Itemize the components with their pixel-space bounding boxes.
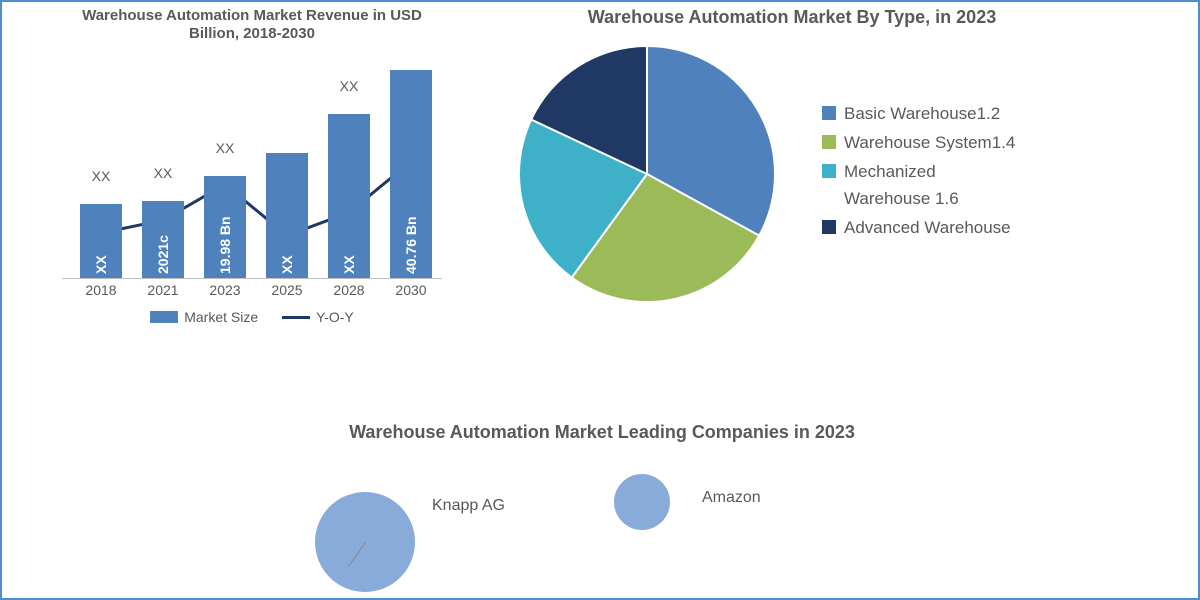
pie-chart-body: Basic Warehouse1.2Warehouse System1.4Mec… bbox=[502, 37, 1182, 307]
bar-slot: 40.76 Bn bbox=[390, 48, 432, 278]
bar-top-annotation: XX bbox=[80, 168, 122, 184]
bubble-chart-body: Knapp AG Amazon bbox=[2, 457, 1200, 587]
bar-slot: XX XX bbox=[328, 48, 370, 278]
pie-chart-legend: Basic Warehouse1.2Warehouse System1.4Mec… bbox=[822, 100, 1024, 244]
bar-top-annotation: XX bbox=[142, 165, 184, 181]
pie-svg bbox=[502, 37, 792, 307]
pie-legend-label: Basic Warehouse1.2 bbox=[844, 100, 1000, 127]
bar-chart-title: Warehouse Automation Market Revenue in U… bbox=[62, 7, 442, 43]
bar-chart-legend: Market Size Y-O-Y bbox=[62, 309, 442, 325]
pie-legend-item: Basic Warehouse1.2 bbox=[822, 100, 1024, 127]
bar: 19.98 Bn bbox=[204, 176, 246, 278]
x-tick-label: 2028 bbox=[319, 282, 379, 298]
company-bubble bbox=[614, 474, 670, 530]
x-tick-label: 2018 bbox=[71, 282, 131, 298]
bar-slot: XX XX bbox=[80, 48, 122, 278]
pie-chart-title: Warehouse Automation Market By Type, in … bbox=[542, 7, 1042, 29]
bar-top-annotation: XX bbox=[328, 78, 370, 94]
bar-inner-label: XX bbox=[279, 255, 295, 274]
revenue-bar-chart: Warehouse Automation Market Revenue in U… bbox=[62, 7, 442, 347]
legend-swatch-bar bbox=[150, 311, 178, 323]
leading-companies-bubble: Warehouse Automation Market Leading Comp… bbox=[2, 422, 1200, 600]
bubble-label: Knapp AG bbox=[432, 497, 505, 515]
bar-chart-plot: XXXX20182021cXX202119.98 BnXX2023XX2025X… bbox=[62, 49, 442, 279]
bar-slot: 2021c XX bbox=[142, 48, 184, 278]
x-tick-label: 2021 bbox=[133, 282, 193, 298]
bar: 40.76 Bn bbox=[390, 70, 432, 278]
pie-legend-swatch bbox=[822, 106, 836, 120]
bar-inner-label: XX bbox=[341, 255, 357, 274]
pie-legend-swatch bbox=[822, 135, 836, 149]
pie-legend-swatch bbox=[822, 164, 836, 178]
bar-inner-label: 2021c bbox=[155, 235, 171, 274]
legend-item: Y-O-Y bbox=[282, 309, 354, 325]
bar-inner-label: 40.76 Bn bbox=[403, 216, 419, 274]
legend-item: Market Size bbox=[150, 309, 258, 325]
pie-legend-label: Advanced Warehouse bbox=[844, 214, 1011, 241]
pie-legend-item: Warehouse System1.4 bbox=[822, 129, 1024, 156]
pie-legend-item: Mechanized Warehouse 1.6 bbox=[822, 158, 1024, 212]
bar-inner-label: 19.98 Bn bbox=[217, 216, 233, 274]
pie-legend-item: Advanced Warehouse bbox=[822, 214, 1024, 241]
bar: XX bbox=[266, 153, 308, 278]
legend-label: Market Size bbox=[184, 309, 258, 325]
market-by-type-pie: Warehouse Automation Market By Type, in … bbox=[502, 7, 1182, 347]
x-tick-label: 2025 bbox=[257, 282, 317, 298]
x-tick-label: 2030 bbox=[381, 282, 441, 298]
bubble-label: Amazon bbox=[702, 489, 761, 507]
bar: 2021c bbox=[142, 201, 184, 278]
pie-legend-label: Warehouse System1.4 bbox=[844, 129, 1015, 156]
legend-label: Y-O-Y bbox=[316, 309, 354, 325]
legend-swatch-line bbox=[282, 316, 310, 319]
bar: XX bbox=[328, 114, 370, 278]
infographic-frame: Warehouse Automation Market Revenue in U… bbox=[0, 0, 1200, 600]
bar-top-annotation: XX bbox=[204, 140, 246, 156]
bar-inner-label: XX bbox=[93, 255, 109, 274]
x-tick-label: 2023 bbox=[195, 282, 255, 298]
bubble-chart-title: Warehouse Automation Market Leading Comp… bbox=[2, 422, 1200, 443]
bar-slot: XX bbox=[266, 48, 308, 278]
bar-slot: 19.98 Bn XX bbox=[204, 48, 246, 278]
bar: XX bbox=[80, 204, 122, 278]
pie-legend-swatch bbox=[822, 220, 836, 234]
pie-legend-label: Mechanized Warehouse 1.6 bbox=[844, 158, 1024, 212]
